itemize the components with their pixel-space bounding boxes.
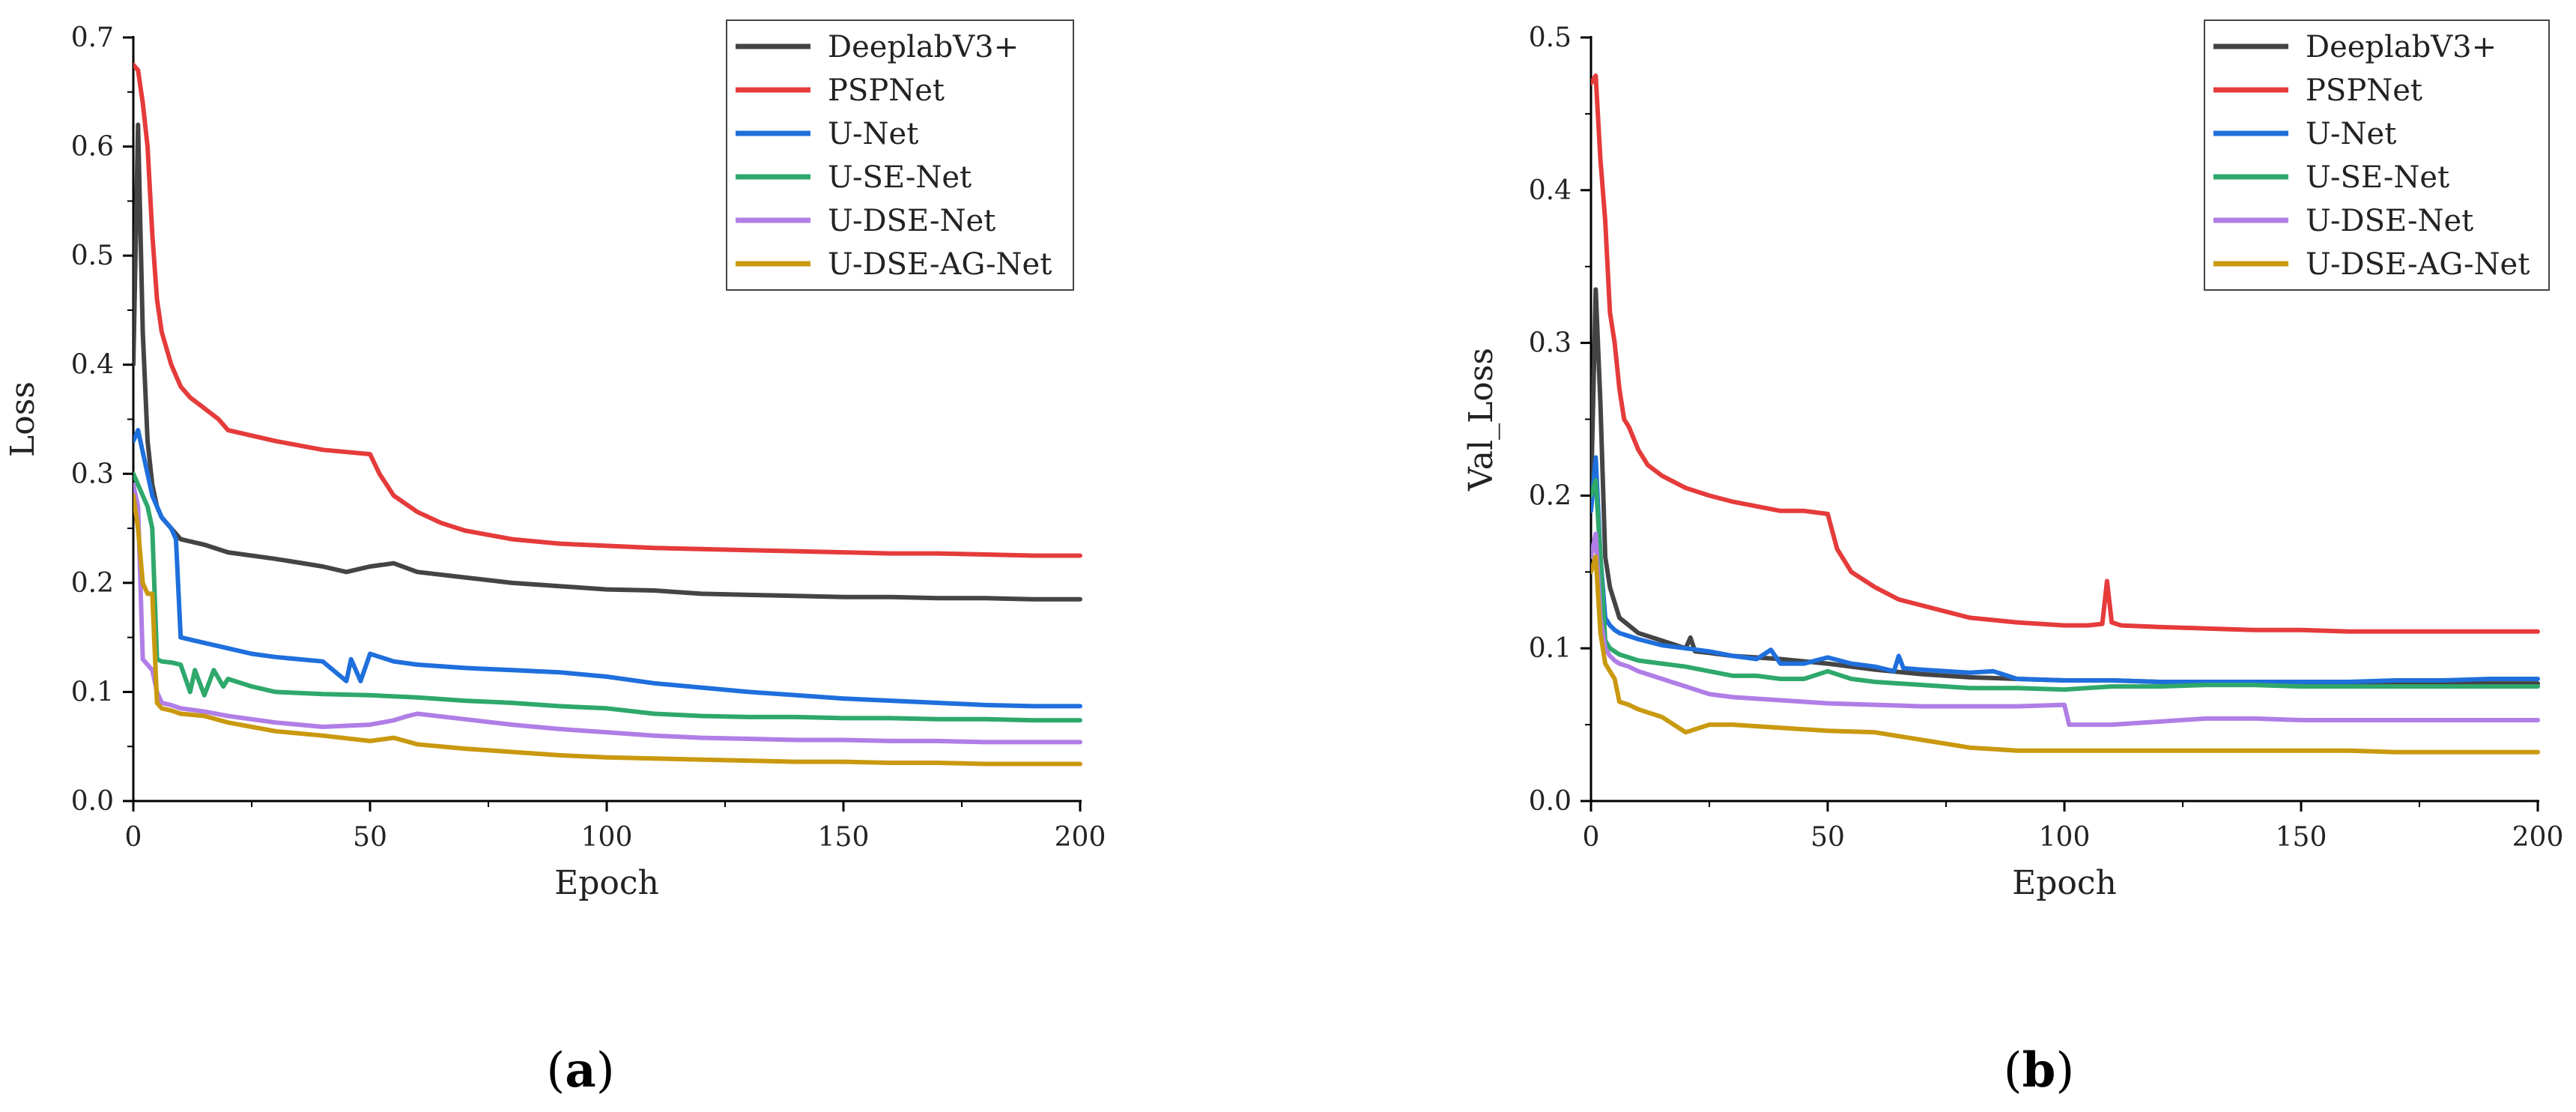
chart-a-y-axis-title: Loss: [4, 381, 42, 457]
chart-b-legend-label-pspnet: PSPNet: [2306, 73, 2422, 108]
chart-a-series-u-net: [133, 428, 1082, 709]
chart-b-xtick-label: 100: [2039, 822, 2091, 853]
chart-b-xtick-label: 200: [2512, 822, 2564, 853]
chart-b-x-axis-title: Epoch: [2012, 864, 2117, 902]
chart-a-ytick-label: 0.0: [71, 786, 114, 817]
chart-panel-b: 0.0 0.1 0.2 0.3 0.4 0.5 0 50 100 150 200 Epoch Val_L…: [1462, 19, 2564, 1099]
chart-a-xtick-label: 50: [353, 822, 387, 853]
chart-b-series-u-dse-ag-net: [1591, 554, 2540, 755]
chart-b-legend-label-deeplabv3: DeeplabV3+: [2306, 30, 2497, 64]
chart-a-legend-label-u-se-net: U-SE-Net: [828, 160, 972, 195]
chart-a-panel-label: (a): [546, 1042, 614, 1099]
chart-b-ytick-label: 0.4: [1529, 175, 1572, 206]
chart-b-series-u-dse-net: [1591, 531, 2540, 728]
chart-b-legend-label-u-dse-ag-net: U-DSE-AG-Net: [2306, 247, 2530, 282]
chart-b-panel-label-close: ): [2055, 1043, 2074, 1099]
chart-a-ytick-label: 0.5: [71, 241, 114, 271]
chart-a-xtick-label: 0: [125, 822, 142, 853]
chart-a-ytick-label: 0.1: [71, 677, 114, 707]
chart-a-panel-label-open: (: [546, 1043, 565, 1099]
chart-a-ytick-label: 0.4: [71, 350, 114, 381]
chart-a-legend-label-u-net: U-Net: [828, 117, 918, 151]
chart-a-legend-label-deeplabv3: DeeplabV3+: [828, 30, 1019, 64]
chart-a-legend-label-pspnet: PSPNet: [828, 73, 945, 108]
chart-a-ytick-label: 0.7: [71, 22, 114, 53]
chart-b-legend-label-u-net: U-Net: [2306, 117, 2396, 151]
chart-a-ytick-label: 0.3: [71, 459, 114, 489]
chart-b-ytick-label: 0.0: [1529, 786, 1572, 817]
chart-a-ytick-label: 0.6: [71, 132, 114, 163]
chart-a-series-u-dse-ag-net: [133, 493, 1082, 767]
chart-a-legend-label-u-dse-net: U-DSE-Net: [828, 204, 995, 238]
chart-b-series-u-se-net: [1591, 478, 2540, 692]
chart-b-ytick-label: 0.1: [1529, 633, 1572, 664]
chart-b-series-u-net: [1591, 455, 2540, 684]
chart-a-panel-label-close: ): [596, 1043, 615, 1099]
chart-b-xtick-label: 50: [1810, 822, 1845, 853]
chart-b-panel-label-open: (: [2004, 1043, 2022, 1099]
chart-a-x-axis-title: Epoch: [554, 864, 659, 902]
chart-b-series-pspnet: [1591, 73, 2540, 634]
chart-b-ytick-label: 0.3: [1529, 328, 1572, 359]
chart-b-panel-label-letter: b: [2022, 1042, 2056, 1099]
chart-b-legend-label-u-dse-net: U-DSE-Net: [2306, 204, 2473, 238]
chart-a-xtick-label: 100: [581, 822, 633, 853]
chart-b-y-axis-title: Val_Loss: [1462, 348, 1500, 492]
chart-b-xtick-label: 150: [2276, 822, 2327, 853]
chart-b-xtick-label: 0: [1583, 822, 1600, 853]
chart-panel-a: 0.0 0.1 0.2 0.3 0.4 0.5 0.6 0.7 0 50 100 150 200 Epoc…: [4, 19, 1106, 1099]
chart-b-ytick-label: 0.5: [1529, 22, 1572, 53]
chart-a-ytick-label: 0.2: [71, 568, 114, 599]
chart-a-legend-label-u-dse-ag-net: U-DSE-AG-Net: [828, 247, 1052, 282]
chart-a-series-u-se-net: [133, 471, 1082, 723]
chart-b-ytick-label: 0.2: [1529, 480, 1572, 511]
chart-b-legend-box: [2204, 19, 2550, 291]
chart-b-panel-label: (b): [2004, 1042, 2075, 1099]
chart-a-series-pspnet: [133, 62, 1082, 558]
chart-a-legend-box: [726, 19, 1074, 291]
chart-a-xtick-label: 200: [1055, 822, 1106, 853]
chart-b-legend-label-u-se-net: U-SE-Net: [2306, 160, 2449, 195]
chart-a-xtick-label: 150: [818, 822, 870, 853]
chart-a-panel-label-letter: a: [565, 1042, 595, 1099]
